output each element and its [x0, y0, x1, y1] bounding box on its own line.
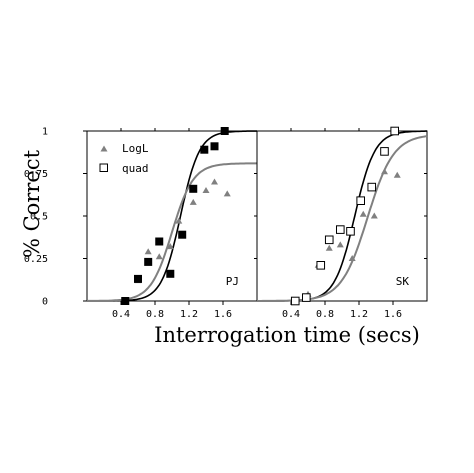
quad-point: [302, 293, 311, 302]
quad-point: [178, 230, 187, 239]
quad-point: [336, 225, 345, 234]
quad-point: [380, 147, 389, 156]
quad-point: [346, 227, 355, 236]
logl-point: [189, 198, 197, 205]
quad-point: [121, 297, 130, 305]
logl-point: [175, 217, 183, 224]
quad-point: [189, 184, 198, 193]
quad-point: [356, 196, 365, 205]
y-axis-title: % Correct: [20, 149, 44, 258]
logl-point: [359, 210, 367, 217]
x-tick-label: 0.4: [112, 309, 130, 320]
x-tick-label: 0.8: [316, 309, 334, 320]
legend-quad-marker: [99, 163, 108, 172]
quad-point: [324, 235, 334, 245]
x-tick-label: 1.6: [214, 309, 232, 320]
x-tick-label: 0.8: [146, 309, 164, 320]
logl-point: [166, 243, 174, 250]
x-tick-label: 0.4: [282, 309, 300, 320]
quad-point: [390, 126, 399, 136]
x-axis-title: Interrogation time (secs): [154, 323, 420, 347]
legend-logl-marker: [100, 145, 108, 152]
panel-label: SK: [396, 275, 410, 288]
quad-point: [155, 237, 164, 246]
quad-point: [144, 257, 153, 266]
quad-point: [290, 296, 300, 306]
quad-point: [316, 261, 326, 270]
logl-point: [155, 253, 163, 260]
logl-point: [202, 187, 210, 193]
panel-label: PJ: [226, 275, 239, 288]
fit-curve-logl: [257, 135, 428, 302]
logl-point: [223, 190, 231, 197]
panel-pj: 0.4 0.8 1.2 1.6 PJ: [86, 127, 258, 320]
quad-point: [220, 127, 229, 135]
logl-point: [348, 255, 356, 261]
y-axis-ticks: 0 0.25 0.5 0.75 1: [24, 127, 87, 308]
quad-point: [166, 269, 175, 278]
y-tick-label: 1: [42, 127, 48, 138]
logl-point: [336, 241, 344, 248]
logl-point: [393, 171, 401, 178]
quad-point: [210, 142, 219, 151]
logl-point: [211, 178, 218, 185]
quad-point: [367, 182, 377, 192]
logl-point: [370, 212, 378, 219]
logl-point: [381, 168, 388, 175]
legend: LogL quad: [99, 142, 149, 175]
legend-quad-label: quad: [122, 162, 149, 175]
logl-point: [144, 248, 152, 255]
fit-curve-logl: [86, 162, 258, 302]
y-tick-label: 0.5: [30, 212, 48, 223]
y-tick-label: 0: [42, 297, 48, 308]
quad-point: [200, 145, 209, 154]
logl-point: [325, 244, 333, 251]
quad-point: [134, 274, 142, 283]
y-tick-label: 0.25: [24, 254, 48, 265]
legend-logl-label: LogL: [122, 142, 149, 155]
x-tick-label: 1.2: [350, 309, 368, 320]
panel-sk: 0.4 0.8 1.2 1.6 SK: [256, 126, 428, 320]
x-tick-label: 1.2: [180, 309, 198, 320]
y-tick-label: 0.75: [24, 169, 48, 180]
x-tick-label: 1.6: [384, 309, 402, 320]
